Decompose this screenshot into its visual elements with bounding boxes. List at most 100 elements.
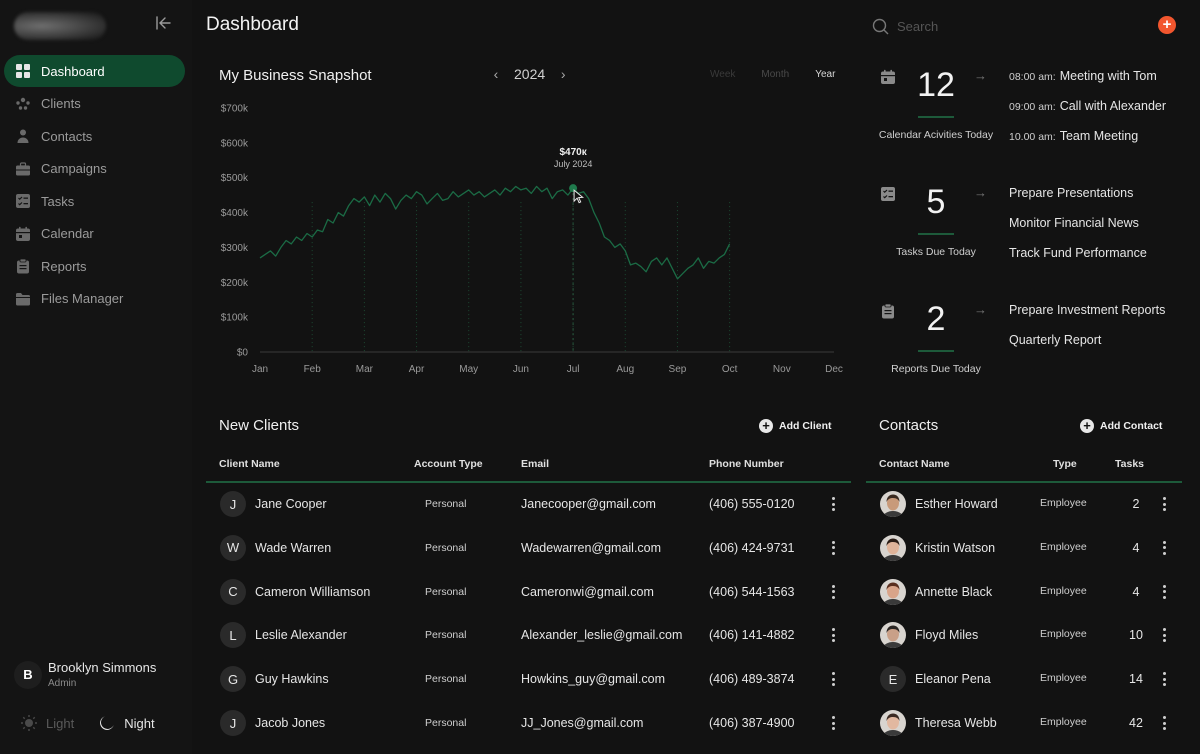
x-tick-label: Dec: [825, 364, 843, 375]
summary-list-item[interactable]: Quarterly Report: [1009, 332, 1165, 362]
arrow-right-icon[interactable]: →: [974, 185, 987, 200]
tab-week[interactable]: Week: [710, 69, 736, 80]
avatar: [880, 578, 906, 605]
sidebar-item-label: Contacts: [41, 128, 93, 144]
add-contact-button[interactable]: + Add Contact: [1080, 419, 1162, 433]
search-input[interactable]: [897, 18, 1097, 34]
theme-night-option[interactable]: Night: [98, 714, 155, 732]
col-phone[interactable]: Phone Number: [709, 458, 784, 470]
col-email[interactable]: Email: [521, 458, 550, 470]
arrow-right-icon[interactable]: →: [974, 302, 987, 317]
contact-name: Floyd Miles: [915, 628, 979, 643]
sidebar-item-label: Clients: [41, 96, 81, 111]
client-email: Janecooper@gmail.com: [521, 497, 656, 511]
item-time: 09:00 am:: [1009, 101, 1056, 113]
client-email: Cameronwi@gmail.com: [521, 584, 654, 599]
prev-year-icon[interactable]: ‹: [493, 66, 499, 82]
summary-list-item[interactable]: 09:00 am: Call with Alexander: [1009, 98, 1166, 128]
row-more-icon[interactable]: [828, 540, 838, 556]
table-row[interactable]: Annette Black Employee 4: [866, 570, 1182, 614]
summary-list-item[interactable]: Prepare Presentations: [1009, 185, 1147, 215]
y-tick-label: $0: [237, 348, 249, 359]
grid-icon: [15, 63, 31, 79]
row-more-icon[interactable]: [1159, 627, 1169, 643]
contact-type: Employee: [1040, 628, 1087, 641]
add-client-button[interactable]: + Add Client: [759, 419, 832, 433]
client-initial-avatar: W: [220, 534, 246, 561]
next-year-icon[interactable]: ›: [560, 66, 566, 82]
row-more-icon[interactable]: [1159, 584, 1169, 600]
sidebar-item-files-manager[interactable]: Files Manager: [4, 283, 185, 315]
sidebar-item-clients[interactable]: Clients: [4, 88, 185, 120]
y-tick-label: $600k: [221, 138, 249, 149]
current-user[interactable]: B Brooklyn Simmons Admin: [14, 660, 156, 689]
contact-type: Employee: [1040, 497, 1087, 509]
business-snapshot-chart[interactable]: $700k $600k $500k $400k $300k $200k $100k $0Jan…: [208, 96, 848, 386]
table-row[interactable]: J Jacob Jones Personal JJ_Jones@gmail.co…: [206, 701, 851, 745]
table-row[interactable]: C Cameron Williamson Personal Cameronwi@…: [206, 570, 851, 614]
new-clients-title: New Clients: [219, 417, 300, 434]
row-more-icon[interactable]: [1159, 671, 1169, 687]
add-new-button[interactable]: +: [1158, 16, 1176, 34]
sidebar-item-dashboard[interactable]: Dashboard: [4, 55, 185, 87]
summary-list-item[interactable]: Track Fund Performance: [1009, 245, 1147, 275]
contact-name: Theresa Webb: [915, 716, 997, 730]
item-text: Monitor Financial News: [1009, 216, 1139, 230]
summary-underline: [918, 116, 954, 118]
client-phone: (406) 387-4900: [709, 716, 795, 730]
client-name: Leslie Alexander: [255, 628, 347, 643]
briefcase-icon: [15, 161, 31, 177]
table-row[interactable]: W Wade Warren Personal Wadewarren@gmail.…: [206, 526, 851, 570]
client-phone: (406) 424-9731: [709, 540, 795, 555]
summary-list-item[interactable]: 08:00 am: Meeting with Tom: [1009, 68, 1166, 98]
item-time: 10.00 am:: [1009, 131, 1056, 143]
clipboard-icon: [880, 303, 896, 319]
theme-light-option[interactable]: Light: [20, 714, 74, 732]
sidebar-nav: Dashboard Clients Contacts Campaigns Tasks Ca…: [4, 55, 185, 315]
col-contact-tasks[interactable]: Tasks: [1115, 458, 1144, 470]
row-more-icon[interactable]: [828, 671, 838, 687]
sidebar-item-calendar[interactable]: Calendar: [4, 218, 185, 250]
client-initial-avatar: L: [220, 622, 246, 649]
tab-month[interactable]: Month: [761, 69, 790, 80]
y-tick-label: $700k: [221, 104, 249, 115]
snapshot-title: My Business Snapshot: [219, 67, 372, 84]
calendar-icon: [15, 226, 31, 242]
summary-list-item[interactable]: 10.00 am: Team Meeting: [1009, 128, 1166, 158]
row-more-icon[interactable]: [1159, 540, 1169, 556]
table-row[interactable]: Floyd Miles Employee 10: [866, 613, 1182, 657]
tab-year[interactable]: Year: [815, 69, 836, 80]
col-contact-name[interactable]: Contact Name: [879, 458, 950, 470]
sidebar-item-contacts[interactable]: Contacts: [4, 120, 185, 152]
table-row[interactable]: J Jane Cooper Personal Janecooper@gmail.…: [206, 482, 851, 526]
x-tick-label: Mar: [356, 364, 374, 375]
table-row[interactable]: L Leslie Alexander Personal Alexander_le…: [206, 613, 851, 657]
table-row[interactable]: E Eleanor Pena Employee 14: [866, 657, 1182, 701]
sidebar-item-tasks[interactable]: Tasks: [4, 185, 185, 217]
sidebar-item-reports[interactable]: Reports: [4, 250, 185, 282]
col-account-type[interactable]: Account Type: [414, 458, 483, 470]
sidebar-item-campaigns[interactable]: Campaigns: [4, 153, 185, 185]
table-row[interactable]: Kristin Watson Employee 4: [866, 526, 1182, 570]
contacts-title: Contacts: [879, 417, 939, 434]
arrow-right-icon[interactable]: →: [974, 68, 987, 83]
summary-list-item[interactable]: Prepare Investment Reports: [1009, 302, 1165, 332]
row-more-icon[interactable]: [828, 715, 838, 731]
summary-underline: [918, 350, 954, 352]
row-more-icon[interactable]: [828, 496, 838, 512]
folder-icon: [15, 291, 31, 307]
col-contact-type[interactable]: Type: [1053, 458, 1077, 470]
table-row[interactable]: Esther Howard Employee 2: [866, 482, 1182, 526]
x-tick-label: Feb: [304, 364, 322, 375]
row-more-icon[interactable]: [1159, 496, 1169, 512]
summary-list-item[interactable]: Monitor Financial News: [1009, 215, 1147, 245]
col-client-name[interactable]: Client Name: [219, 458, 280, 470]
x-tick-label: Apr: [409, 364, 425, 375]
sidebar-item-label: Dashboard: [41, 63, 105, 79]
row-more-icon[interactable]: [828, 584, 838, 600]
table-row[interactable]: G Guy Hawkins Personal Howkins_guy@gmail…: [206, 657, 851, 701]
table-row[interactable]: Theresa Webb Employee 42: [866, 701, 1182, 745]
row-more-icon[interactable]: [1159, 715, 1169, 731]
collapse-sidebar-icon[interactable]: [154, 16, 174, 34]
row-more-icon[interactable]: [828, 627, 838, 643]
